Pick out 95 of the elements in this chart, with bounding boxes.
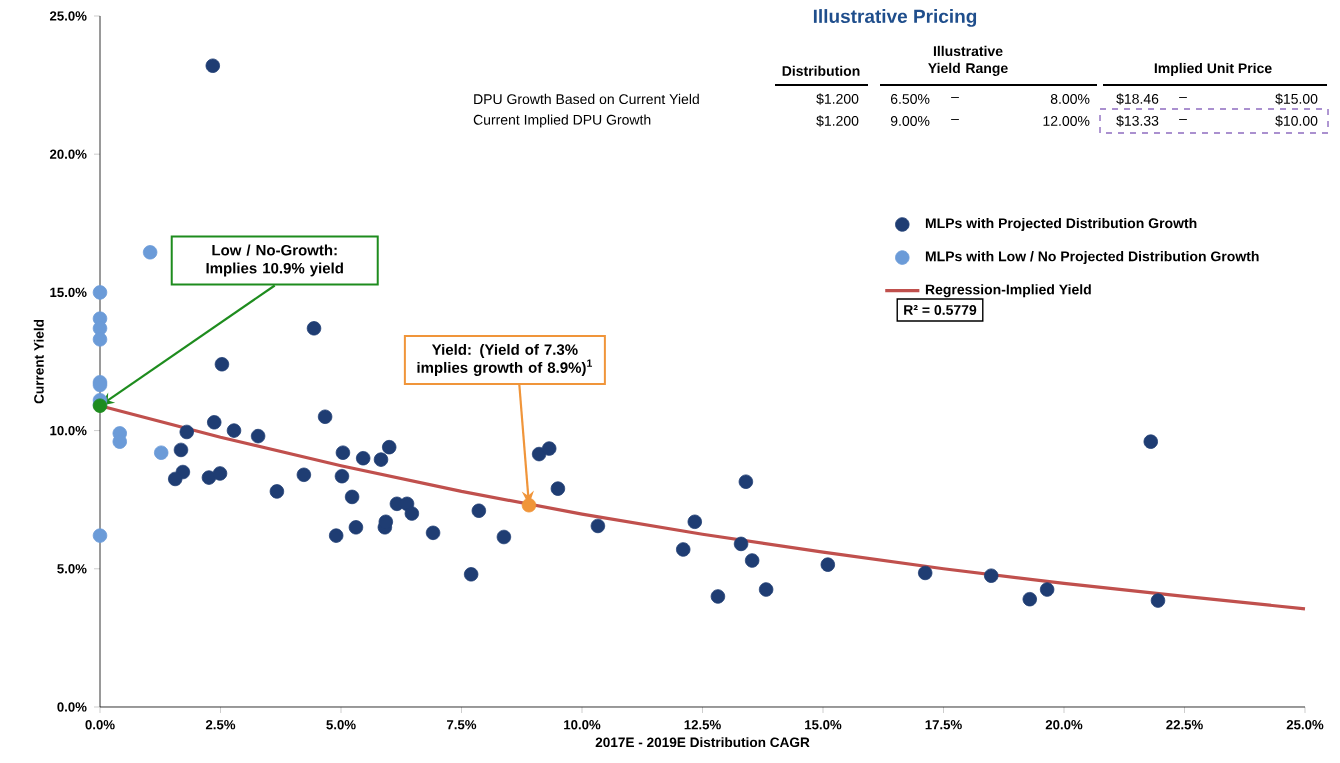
point	[334, 468, 350, 484]
x-tick-label: 20.0%	[1045, 720, 1083, 730]
y-tick-label: 25.0%	[49, 11, 87, 21]
point	[521, 498, 537, 513]
point	[179, 424, 194, 440]
annotation: –	[951, 96, 959, 98]
point	[317, 409, 333, 424]
point	[676, 542, 691, 557]
legend-label: Regression-Implied Yield	[925, 284, 1091, 298]
point	[590, 518, 606, 534]
point	[404, 506, 420, 521]
point	[92, 528, 108, 543]
legend-label: MLPs with Low / No Projected Distribution Growth	[925, 251, 1259, 265]
x-tick-label: 17.5%	[925, 720, 962, 730]
point	[92, 332, 108, 347]
point	[226, 423, 242, 438]
point	[738, 474, 754, 489]
x-tick-label: 10.0%	[564, 720, 601, 730]
point	[1150, 593, 1166, 608]
annotation: 8.00%	[1050, 94, 1090, 104]
point	[207, 415, 222, 430]
point	[296, 467, 312, 483]
annotation: $18.46	[1116, 93, 1159, 105]
y-tick-label: 5.0%	[57, 564, 87, 574]
x-axis-title: 2017E - 2019E Distribution CAGR	[595, 737, 810, 748]
point	[820, 557, 836, 572]
point	[550, 481, 566, 496]
point	[212, 466, 228, 481]
point	[496, 529, 512, 545]
x-tick-label: 15.0%	[805, 720, 842, 730]
point	[250, 428, 266, 444]
y-tick-label: 0.0%	[57, 702, 87, 712]
point	[355, 451, 371, 466]
x-tick-label: 25.0%	[1286, 720, 1324, 730]
point	[269, 484, 285, 499]
point	[1039, 582, 1055, 597]
point	[344, 489, 360, 505]
point	[758, 582, 774, 597]
annotation: Low / No-Growth: Implies 10.9% yield	[206, 244, 343, 277]
annotation: $1.200	[816, 93, 859, 105]
x-tick-label: 7.5%	[447, 720, 477, 730]
x-tick-label: 12.5%	[684, 720, 721, 730]
point	[917, 565, 933, 581]
point	[710, 589, 726, 604]
x-tick-label: 0.0%	[85, 720, 115, 730]
x-tick-label: 2.5%	[205, 720, 236, 730]
point	[173, 442, 189, 458]
point	[348, 520, 364, 535]
point	[335, 445, 351, 460]
annotation: $13.33	[1116, 115, 1159, 127]
annotation: Illustrative Yield Range	[928, 45, 1008, 76]
point	[744, 553, 760, 568]
point	[425, 525, 441, 541]
point	[201, 470, 217, 485]
annotation: 12.00%	[1043, 116, 1090, 126]
annotation: Current Implied DPU Growth	[473, 114, 651, 128]
point	[687, 514, 702, 529]
point	[168, 471, 183, 487]
point	[373, 452, 389, 467]
point	[984, 568, 999, 583]
point	[205, 58, 220, 73]
legend-label: MLPs with Projected Distribution Growth	[925, 217, 1197, 231]
annotation: 9.00%	[890, 116, 930, 126]
y-tick-label: 10.0%	[50, 425, 87, 436]
annotation: $15.00	[1275, 93, 1318, 105]
annotation: Distribution	[782, 65, 860, 76]
point	[1143, 434, 1158, 449]
annotation: DPU Growth Based on Current Yield	[474, 93, 699, 105]
point	[542, 441, 557, 456]
annotation: Yield: (Yield of 7.3% implies growth of 8.9%)$^{1}$	[417, 343, 593, 376]
point	[92, 285, 108, 300]
point	[154, 445, 169, 460]
annotation: –	[1179, 118, 1187, 120]
x-tick-label: 22.5%	[1166, 720, 1203, 730]
point	[142, 245, 158, 260]
point	[463, 567, 479, 582]
y-tick-label: 20.0%	[49, 149, 87, 159]
annotation: –	[1179, 96, 1187, 98]
point	[328, 528, 344, 543]
annotation: Illustrative Pricing	[813, 9, 977, 27]
point	[733, 536, 749, 552]
y-tick-label: 15.0%	[50, 287, 87, 298]
point	[1022, 591, 1037, 607]
annotation: $1.200	[816, 115, 859, 127]
point	[306, 321, 322, 336]
point	[471, 503, 487, 518]
annotation: $10.00	[1275, 115, 1318, 127]
annotation: 6.50%	[890, 94, 930, 104]
x-tick-label: 5.0%	[326, 720, 356, 730]
y-axis-title: Current Yield	[33, 319, 44, 404]
annotation: –	[951, 118, 959, 120]
annotation: Implied Unit Price	[1154, 62, 1272, 76]
point	[382, 439, 397, 455]
point	[214, 357, 230, 372]
annotation: R² = 0.5779	[904, 305, 977, 315]
